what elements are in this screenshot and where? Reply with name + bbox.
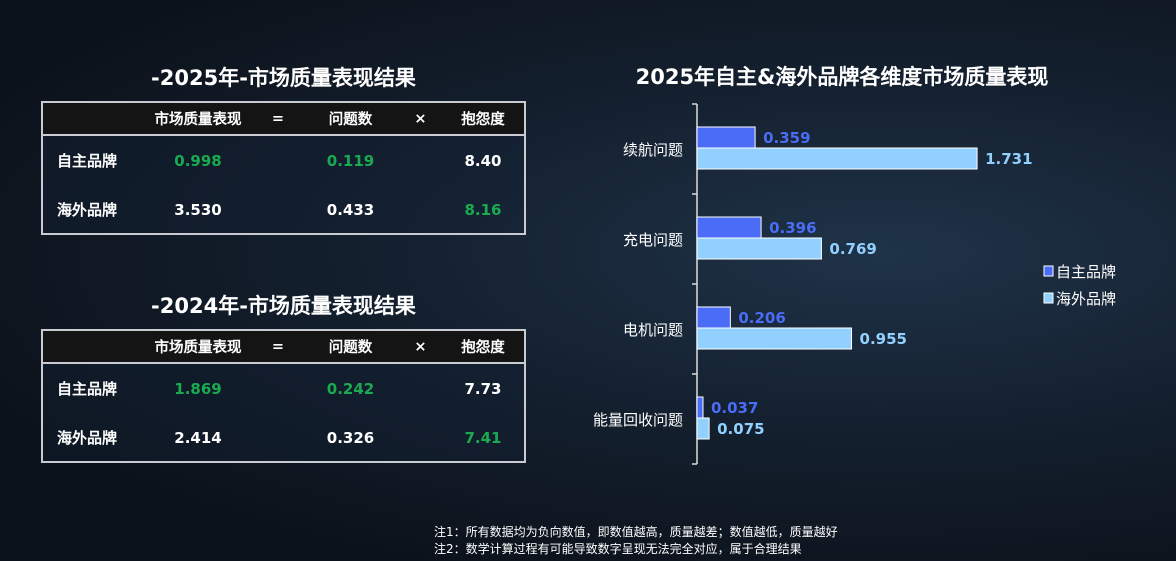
legend-label: 海外品牌 xyxy=(1056,290,1116,308)
complaint-cell: 7.41 xyxy=(464,428,502,447)
note-2: 注2：数学计算过程有可能导致数字呈现无法完全对应，属于合理结果 xyxy=(434,542,802,556)
data-label: 0.396 xyxy=(769,219,816,237)
quality-cell: 2.414 xyxy=(174,428,222,447)
issues-cell: 0.242 xyxy=(326,379,375,398)
data-label: 0.955 xyxy=(860,330,907,348)
header-cell: 市场质量表现 xyxy=(154,112,242,128)
legend-swatch xyxy=(1043,265,1054,277)
table-2024-title: -2024年-市场质量表现结果 xyxy=(151,294,416,318)
header-cell: 抱怨度 xyxy=(461,112,505,128)
brand-cell: 海外品牌 xyxy=(57,201,118,219)
bar-overseas xyxy=(696,147,978,170)
legend-swatch xyxy=(1043,292,1054,304)
bar-domestic xyxy=(696,216,762,239)
header-cell: 问题数 xyxy=(328,112,373,128)
note-1: 注1：所有数据均为负向数值，即数值越高，质量越差；数值越低，质量越好 xyxy=(434,525,838,539)
data-label: 0.037 xyxy=(711,399,758,417)
quality-cell: 0.998 xyxy=(174,151,222,170)
header-cell: = xyxy=(271,110,285,127)
quality-cell: 1.869 xyxy=(174,379,222,398)
data-label: 0.359 xyxy=(763,129,810,147)
table-2025-title: -2025年-市场质量表现结果 xyxy=(151,66,416,90)
bar-overseas xyxy=(696,417,710,440)
header-cell: × xyxy=(414,110,427,127)
bar-overseas xyxy=(696,327,853,350)
brand-cell: 海外品牌 xyxy=(57,429,118,447)
quality-cell: 3.530 xyxy=(174,200,222,219)
table-2025: 市场质量表现 = 问题数 × 抱怨度 自主品牌 0.998 0.119 8.40 海外品… xyxy=(41,101,526,235)
complaint-cell: 8.16 xyxy=(464,200,502,219)
header-cell: 问题数 xyxy=(328,340,373,356)
bar-domestic xyxy=(696,126,756,149)
header-cell: = xyxy=(271,338,285,355)
category-label: 能量回收问题 xyxy=(593,411,683,429)
brand-cell: 自主品牌 xyxy=(57,380,118,398)
table-row: 海外品牌 3.530 0.433 8.16 xyxy=(43,185,524,234)
category-label: 续航问题 xyxy=(623,141,683,159)
issues-cell: 0.433 xyxy=(326,200,375,219)
complaint-cell: 8.40 xyxy=(464,151,502,170)
issues-cell: 0.119 xyxy=(326,151,375,170)
legend-label: 自主品牌 xyxy=(1056,263,1116,281)
data-label: 0.206 xyxy=(738,309,785,327)
bar-domestic xyxy=(696,306,731,329)
brand-cell: 自主品牌 xyxy=(57,152,118,170)
header-cell: 抱怨度 xyxy=(461,340,505,356)
table-header: 市场质量表现 = 问题数 × 抱怨度 xyxy=(43,103,524,136)
category-label: 充电问题 xyxy=(623,231,683,249)
data-label: 1.731 xyxy=(985,150,1032,168)
table-row: 海外品牌 2.414 0.326 7.41 xyxy=(43,413,524,462)
table-row: 自主品牌 1.869 0.242 7.73 xyxy=(43,364,524,413)
data-label: 0.769 xyxy=(829,240,876,258)
data-label: 0.075 xyxy=(717,420,764,438)
bar-overseas xyxy=(696,237,822,260)
table-header: 市场质量表现 = 问题数 × 抱怨度 xyxy=(43,331,524,364)
header-cell: 市场质量表现 xyxy=(154,340,242,356)
header-cell: × xyxy=(414,338,427,355)
bar-domestic xyxy=(696,396,704,419)
table-row: 自主品牌 0.998 0.119 8.40 xyxy=(43,136,524,185)
chart-title: 2025年自主&海外品牌各维度市场质量表现 xyxy=(636,65,1049,89)
category-label: 电机问题 xyxy=(623,321,683,339)
table-2024: 市场质量表现 = 问题数 × 抱怨度 自主品牌 1.869 0.242 7.73 海外品… xyxy=(41,329,526,463)
complaint-cell: 7.73 xyxy=(464,379,502,398)
issues-cell: 0.326 xyxy=(326,428,375,447)
